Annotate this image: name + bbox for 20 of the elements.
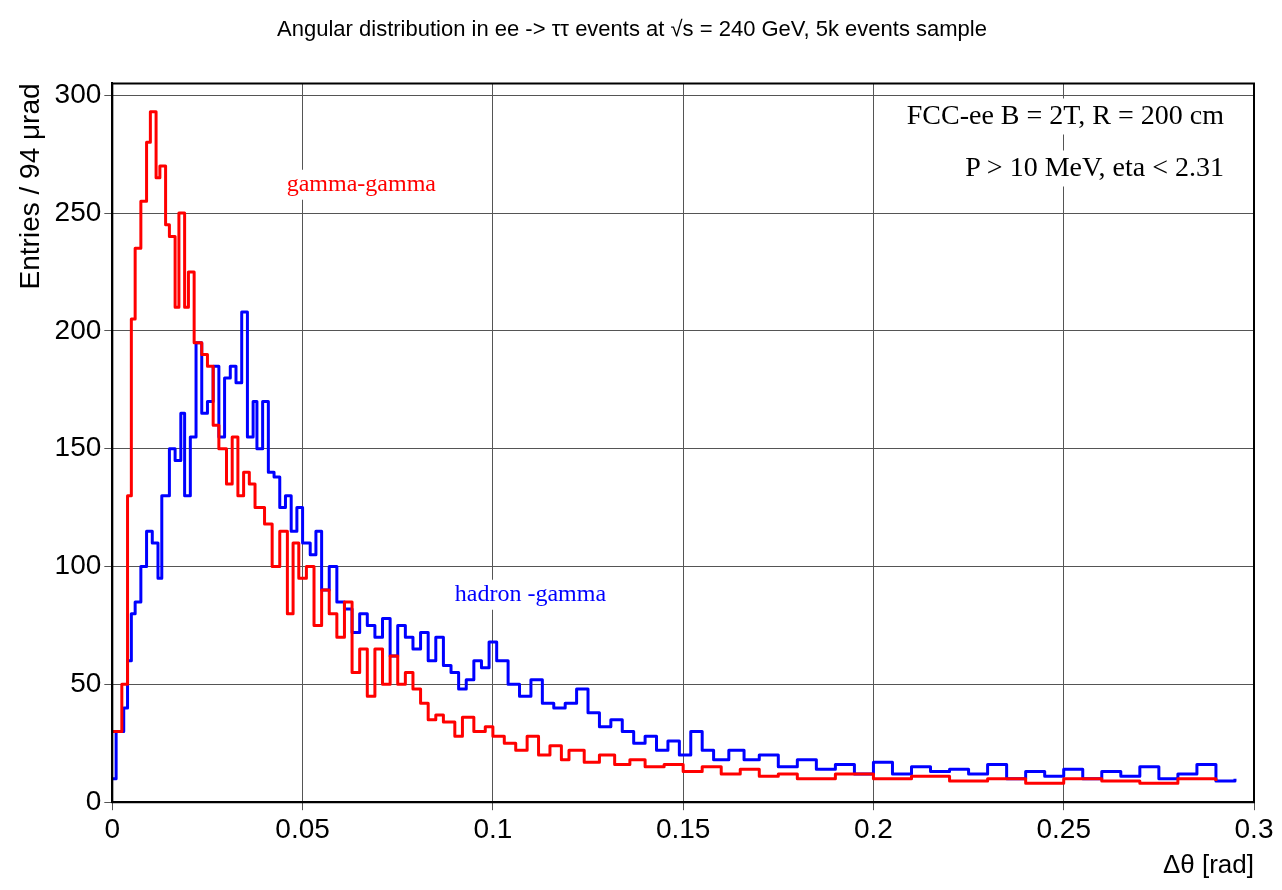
x-tick-label: 0.25 (1036, 812, 1091, 844)
y-tick-label: 100 (54, 549, 102, 581)
x-tick-label: 0.3 (1234, 812, 1274, 844)
y-axis-title: Entries / 94 μrad (13, 83, 45, 290)
series-label: hadron -gamma (454, 580, 607, 607)
x-tick-label: 0.15 (655, 812, 711, 844)
y-tick-label: 150 (54, 431, 102, 463)
y-tick-label: 250 (54, 195, 102, 227)
x-tick-label: 0.05 (275, 812, 330, 844)
x-tick-label: 0.2 (853, 812, 893, 844)
y-tick-label: 0 (85, 784, 102, 816)
x-axis-title: Δθ [rad] (1162, 848, 1254, 879)
text: gamma-gamma (286, 170, 437, 197)
y-tick-label: 200 (54, 313, 102, 345)
y-tick-label: 300 (54, 77, 102, 109)
y-tick-label: 50 (70, 667, 102, 699)
x-tick-label: 0.1 (473, 812, 513, 844)
annotation: FCC-ee B = 2T, R = 200 cm (906, 98, 1225, 130)
annotation: P > 10 MeV, eta < 2.31 (965, 150, 1224, 182)
chart-title: Angular distribution in ee -> ττ events at √s = 240 GeV, 5k events sample (277, 16, 987, 42)
